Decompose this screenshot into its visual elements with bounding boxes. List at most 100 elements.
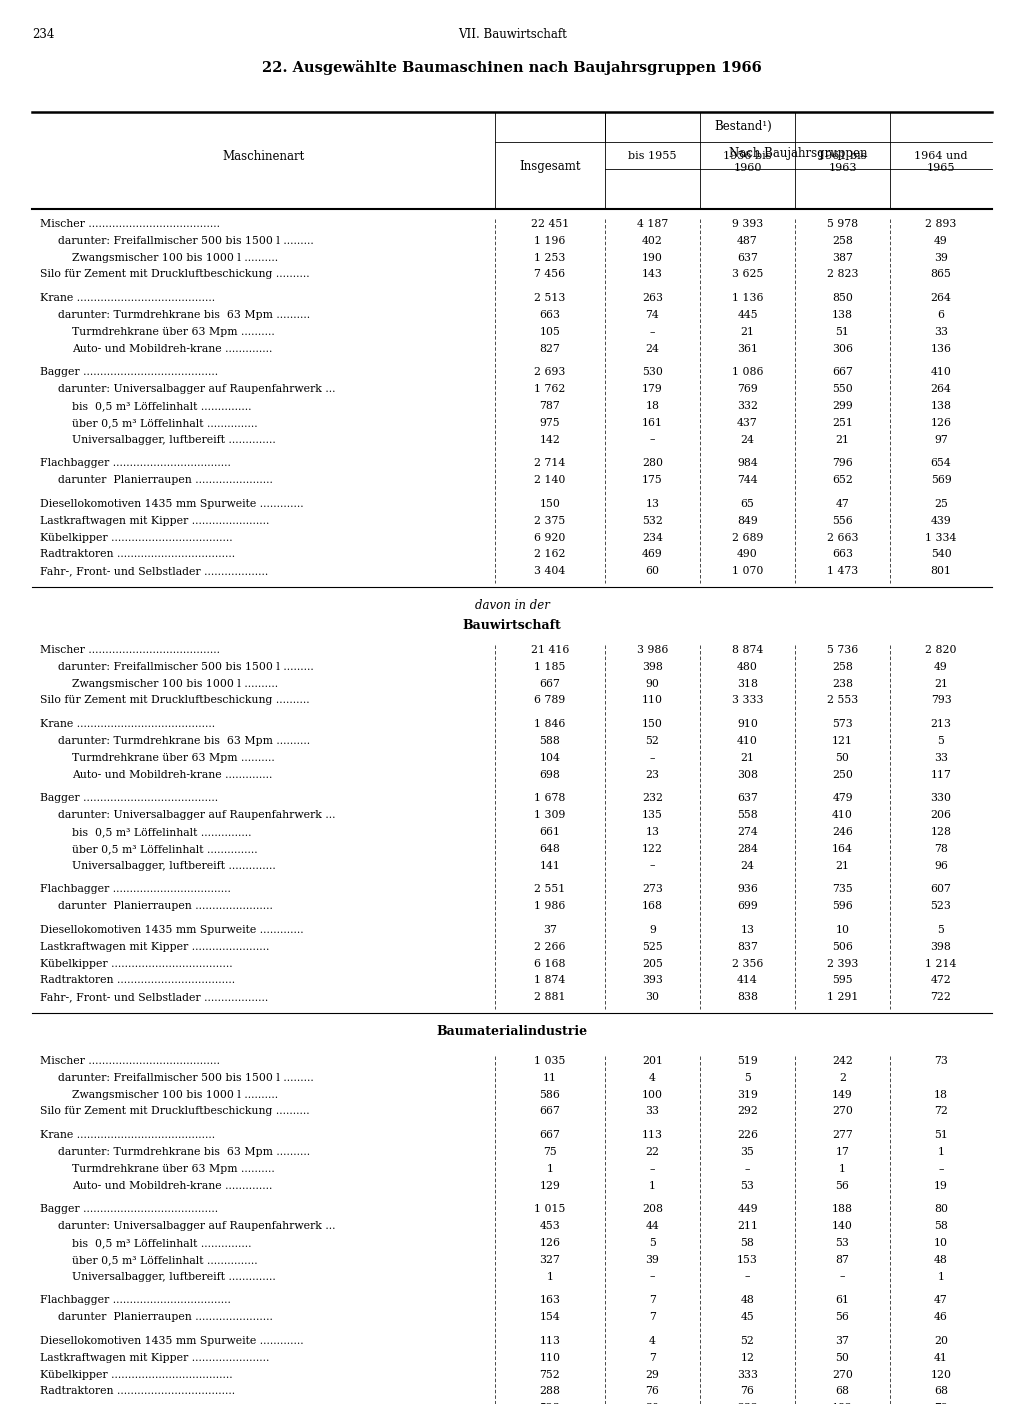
Text: 648: 648 bbox=[540, 844, 560, 854]
Text: darunter: Universalbagger auf Raupenfahrwerk ...: darunter: Universalbagger auf Raupenfahr… bbox=[58, 385, 336, 395]
Text: 1 986: 1 986 bbox=[535, 901, 565, 911]
Text: 2 266: 2 266 bbox=[535, 942, 565, 952]
Text: 540: 540 bbox=[931, 549, 951, 559]
Text: Zwangsmischer 100 bis 1000 l ..........: Zwangsmischer 100 bis 1000 l .......... bbox=[72, 253, 279, 263]
Text: 308: 308 bbox=[737, 769, 758, 779]
Text: 2 820: 2 820 bbox=[926, 644, 956, 656]
Text: 6: 6 bbox=[938, 310, 944, 320]
Text: 569: 569 bbox=[931, 475, 951, 486]
Text: 20: 20 bbox=[934, 1337, 948, 1346]
Text: 410: 410 bbox=[833, 810, 853, 820]
Text: 398: 398 bbox=[642, 661, 663, 671]
Text: 2 140: 2 140 bbox=[535, 475, 565, 486]
Text: über 0,5 m³ Löffelinhalt ...............: über 0,5 m³ Löffelinhalt ............... bbox=[72, 844, 258, 854]
Text: 6 168: 6 168 bbox=[535, 959, 565, 969]
Text: 1 015: 1 015 bbox=[535, 1205, 565, 1214]
Text: 120: 120 bbox=[931, 1369, 951, 1380]
Text: 1: 1 bbox=[938, 1147, 944, 1157]
Text: 327: 327 bbox=[540, 1255, 560, 1265]
Text: davon in der: davon in der bbox=[474, 600, 550, 612]
Text: 246: 246 bbox=[833, 827, 853, 837]
Text: 1 473: 1 473 bbox=[826, 566, 858, 576]
Text: Flachbagger ...................................: Flachbagger ............................… bbox=[40, 458, 230, 469]
Text: 1 070: 1 070 bbox=[732, 566, 763, 576]
Text: 258: 258 bbox=[833, 236, 853, 246]
Text: 258: 258 bbox=[833, 661, 853, 671]
Text: 45: 45 bbox=[740, 1313, 755, 1323]
Text: 188: 188 bbox=[833, 1205, 853, 1214]
Text: Bagger ........................................: Bagger .................................… bbox=[40, 793, 218, 803]
Text: 1: 1 bbox=[547, 1272, 554, 1282]
Text: 24: 24 bbox=[740, 435, 755, 445]
Text: Lastkraftwagen mit Kipper .......................: Lastkraftwagen mit Kipper ..............… bbox=[40, 515, 269, 526]
Text: 10: 10 bbox=[934, 1238, 948, 1248]
Text: 48: 48 bbox=[740, 1296, 755, 1306]
Text: darunter: Universalbagger auf Raupenfahrwerk ...: darunter: Universalbagger auf Raupenfahr… bbox=[58, 810, 336, 820]
Text: 318: 318 bbox=[737, 678, 758, 688]
Text: 333: 333 bbox=[737, 1369, 758, 1380]
Text: 654: 654 bbox=[931, 458, 951, 469]
Text: Kübelkipper ....................................: Kübelkipper ............................… bbox=[40, 959, 232, 969]
Text: –: – bbox=[650, 435, 655, 445]
Text: 33: 33 bbox=[934, 327, 948, 337]
Text: 39: 39 bbox=[934, 253, 948, 263]
Text: 519: 519 bbox=[737, 1056, 758, 1066]
Text: 2 663: 2 663 bbox=[826, 532, 858, 542]
Text: 21 416: 21 416 bbox=[530, 644, 569, 656]
Text: 226: 226 bbox=[737, 1130, 758, 1140]
Text: 90: 90 bbox=[645, 678, 659, 688]
Text: 2 553: 2 553 bbox=[826, 695, 858, 705]
Text: Universalbagger, luftbereift ..............: Universalbagger, luftbereift ...........… bbox=[72, 435, 275, 445]
Text: 168: 168 bbox=[642, 901, 663, 911]
Text: 274: 274 bbox=[737, 827, 758, 837]
Text: –: – bbox=[650, 753, 655, 762]
Text: 17: 17 bbox=[836, 1147, 850, 1157]
Text: Insgesamt: Insgesamt bbox=[519, 160, 581, 173]
Text: 142: 142 bbox=[540, 435, 560, 445]
Text: 163: 163 bbox=[540, 1296, 560, 1306]
Text: 5: 5 bbox=[744, 1073, 751, 1082]
Text: 306: 306 bbox=[833, 344, 853, 354]
Text: 661: 661 bbox=[540, 827, 560, 837]
Text: 1 334: 1 334 bbox=[926, 532, 956, 542]
Text: 532: 532 bbox=[642, 515, 663, 526]
Text: 284: 284 bbox=[737, 844, 758, 854]
Text: Krane .........................................: Krane ..................................… bbox=[40, 1130, 215, 1140]
Text: 280: 280 bbox=[642, 458, 663, 469]
Text: –: – bbox=[650, 1164, 655, 1174]
Text: 208: 208 bbox=[642, 1205, 663, 1214]
Text: 277: 277 bbox=[833, 1130, 853, 1140]
Text: darunter: Turmdrehkrane bis  63 Mpm ..........: darunter: Turmdrehkrane bis 63 Mpm .....… bbox=[58, 736, 310, 746]
Text: 849: 849 bbox=[737, 515, 758, 526]
Text: Radtraktoren ...................................: Radtraktoren ...........................… bbox=[40, 976, 236, 986]
Text: 24: 24 bbox=[740, 861, 755, 870]
Text: 3 986: 3 986 bbox=[637, 644, 669, 656]
Text: 838: 838 bbox=[737, 993, 758, 1002]
Text: 270: 270 bbox=[833, 1369, 853, 1380]
Text: Silo für Zement mit Druckluftbeschickung ..........: Silo für Zement mit Druckluftbeschickung… bbox=[40, 270, 309, 279]
Text: 51: 51 bbox=[836, 327, 850, 337]
Text: 398: 398 bbox=[931, 942, 951, 952]
Text: darunter  Planierraupen .......................: darunter Planierraupen .................… bbox=[58, 901, 272, 911]
Text: 6 789: 6 789 bbox=[535, 695, 565, 705]
Text: –: – bbox=[744, 1164, 751, 1174]
Text: 1 035: 1 035 bbox=[535, 1056, 565, 1066]
Text: 1: 1 bbox=[839, 1164, 846, 1174]
Text: 13: 13 bbox=[645, 827, 659, 837]
Text: 530: 530 bbox=[642, 368, 663, 378]
Text: Silo für Zement mit Druckluftbeschickung ..........: Silo für Zement mit Druckluftbeschickung… bbox=[40, 695, 309, 705]
Text: Universalbagger, luftbereift ..............: Universalbagger, luftbereift ...........… bbox=[72, 861, 275, 870]
Text: 58: 58 bbox=[934, 1221, 948, 1231]
Text: Krane .........................................: Krane ..................................… bbox=[40, 719, 215, 729]
Text: 128: 128 bbox=[931, 827, 951, 837]
Text: 637: 637 bbox=[737, 793, 758, 803]
Text: 76: 76 bbox=[645, 1386, 659, 1397]
Text: 60: 60 bbox=[645, 566, 659, 576]
Text: 7 456: 7 456 bbox=[535, 270, 565, 279]
Text: 588: 588 bbox=[540, 736, 560, 746]
Text: 2: 2 bbox=[839, 1073, 846, 1082]
Text: 7: 7 bbox=[649, 1296, 656, 1306]
Text: 393: 393 bbox=[642, 976, 663, 986]
Text: 698: 698 bbox=[540, 769, 560, 779]
Text: 479: 479 bbox=[833, 793, 853, 803]
